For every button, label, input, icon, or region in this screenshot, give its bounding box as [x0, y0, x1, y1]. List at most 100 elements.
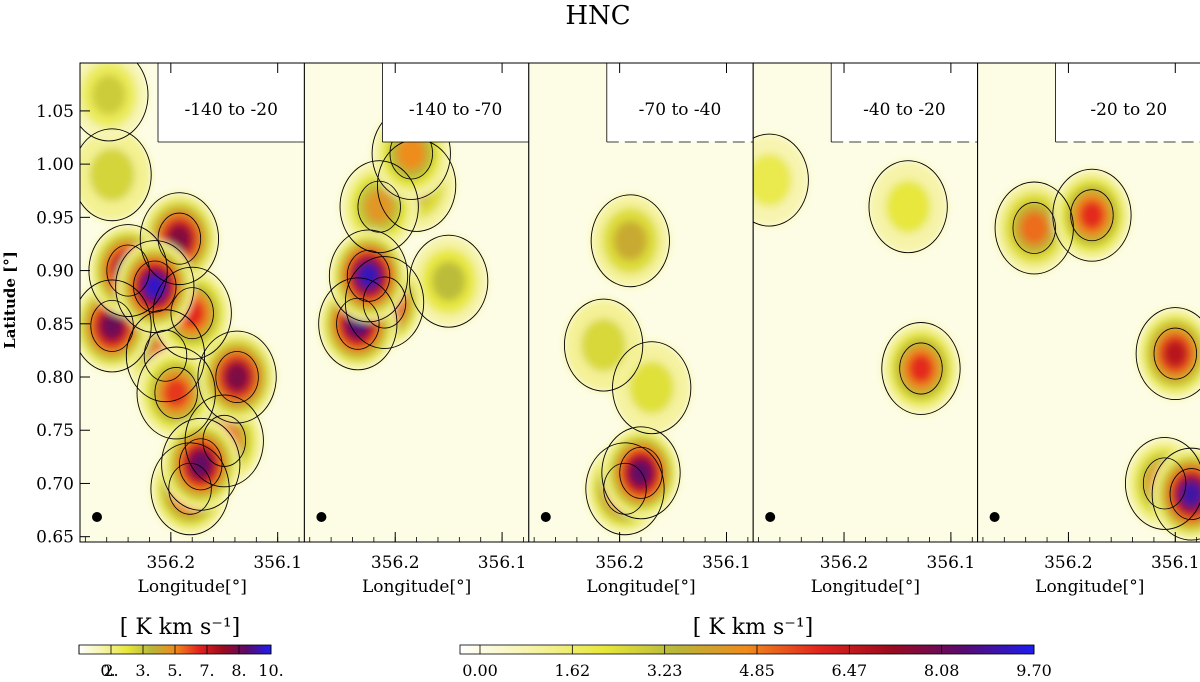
x-tick-label: 356.2: [1044, 553, 1093, 573]
beam-marker: [316, 512, 327, 522]
colorbar-left-label: [ K km s⁻¹]: [120, 615, 241, 640]
colorbar-tick-label: 1.62: [555, 661, 591, 680]
x-tick-label: 356.1: [1151, 553, 1200, 573]
contour: [133, 260, 177, 313]
figure-title: HNC: [565, 1, 630, 31]
emission-map: [753, 133, 961, 415]
contour: [80, 63, 149, 142]
contour: [157, 212, 202, 265]
contour: [612, 341, 692, 435]
contour: [1153, 327, 1197, 380]
beam-marker: [765, 512, 776, 522]
contour: [409, 234, 489, 328]
colorbar-right: [ K km s⁻¹] 0.00 1.62 3.23 4.85 6.47 8.08 9.70: [459, 615, 1052, 680]
contour: [1124, 437, 1200, 530]
contour: [152, 266, 232, 360]
emission-level: [613, 220, 648, 261]
y-tick-label: 0.90: [36, 262, 74, 282]
panel-5: -20 to 20 356.2 356.1 Longitude[°]: [977, 62, 1200, 597]
contour: [1151, 447, 1200, 541]
emission-level: [908, 353, 934, 384]
colorbar-tick-label: 7.: [199, 661, 214, 680]
x-axis-label: Longitude[°]: [362, 577, 471, 597]
colorbar-tick-label: 5.: [167, 661, 182, 680]
contour: [80, 128, 152, 222]
emission-level: [167, 225, 191, 253]
colorbar-tick-label: 0.: [100, 661, 115, 680]
colorbar-tick-label: 2.: [103, 661, 118, 680]
velocity-label-box: [606, 63, 754, 142]
emission-level: [1079, 200, 1105, 230]
velocity-range-label: -70 to -40: [639, 100, 722, 120]
y-tick-label: 0.80: [36, 368, 74, 388]
y-tick-label: 0.85: [36, 315, 74, 335]
y-tick-label: 0.95: [36, 208, 74, 228]
colorbar-tick-label: 8.08: [924, 661, 960, 680]
velocity-label-box: [158, 63, 305, 142]
emission-level: [885, 180, 931, 234]
contour: [590, 194, 670, 288]
colorbar-right-label: [ K km s⁻¹]: [693, 615, 814, 640]
emission-level: [1020, 211, 1049, 245]
velocity-label-box: [382, 63, 529, 142]
colorbar-right-gradient: [459, 644, 1035, 655]
emission-level: [581, 318, 627, 372]
contour: [1070, 189, 1114, 242]
velocity-label-box: [1055, 63, 1200, 142]
contour: [328, 229, 409, 323]
emission-map: [80, 63, 277, 536]
velocity-range-label: -40 to -20: [863, 100, 946, 120]
contour: [115, 240, 195, 333]
contour: [563, 298, 644, 392]
y-tick-label: 0.75: [36, 421, 74, 441]
contour: [1052, 168, 1132, 262]
contour: [136, 346, 216, 440]
emission-map: [563, 194, 692, 536]
x-axis-label: Longitude[°]: [138, 577, 247, 597]
emission-level: [101, 313, 123, 339]
contour: [106, 244, 150, 297]
contour: [150, 442, 230, 536]
contour: [143, 329, 188, 382]
emission-level: [225, 363, 249, 391]
y-tick-label: 1.00: [36, 155, 74, 175]
emission-level: [630, 460, 652, 486]
x-axis-label: Longitude[°]: [811, 577, 920, 597]
x-tick-label: 356.2: [820, 553, 869, 573]
panel-1: -140 to -20 356.2 356.1 Longitude[°]: [79, 62, 305, 597]
colorbar-tick-label: 3.: [135, 661, 150, 680]
emission-level: [431, 261, 466, 302]
velocity-range-label: -20 to 20: [1090, 100, 1167, 120]
colorbar-left: [ K km s⁻¹] 2. 3. 5. 7. 8. 10. 0.: [78, 615, 284, 680]
contour: [585, 442, 665, 536]
beam-marker: [540, 512, 551, 522]
contour: [1135, 307, 1200, 401]
contour: [1169, 468, 1200, 521]
contour: [170, 287, 214, 340]
colorbar-tick-label: 3.23: [647, 661, 683, 680]
emission-level: [190, 451, 212, 477]
emission-level: [144, 274, 165, 299]
contour: [357, 180, 401, 233]
contour: [139, 192, 219, 286]
emission-level: [358, 264, 379, 288]
colorbar-tick-label: 8.: [231, 661, 246, 680]
x-axis-label: Longitude[°]: [586, 577, 695, 597]
contour: [1012, 202, 1056, 254]
x-tick-label: 356.1: [702, 553, 751, 573]
velocity-range-label: -140 to -70: [409, 100, 502, 120]
contour: [601, 426, 681, 520]
emission-level: [629, 361, 675, 415]
contour: [318, 277, 398, 371]
y-tick-label: 0.65: [36, 528, 74, 548]
contour: [344, 256, 425, 349]
velocity-label-box: [831, 63, 978, 142]
y-axis: 0.65 0.70 0.75 0.80 0.85 0.90 0.95 1.00 1.05: [36, 102, 90, 548]
contour: [868, 160, 948, 254]
colorbar-tick-label: 9.70: [1016, 661, 1052, 680]
contour: [161, 417, 241, 511]
x-tick-label: 356.2: [146, 553, 195, 573]
y-tick-label: 1.05: [36, 102, 74, 122]
